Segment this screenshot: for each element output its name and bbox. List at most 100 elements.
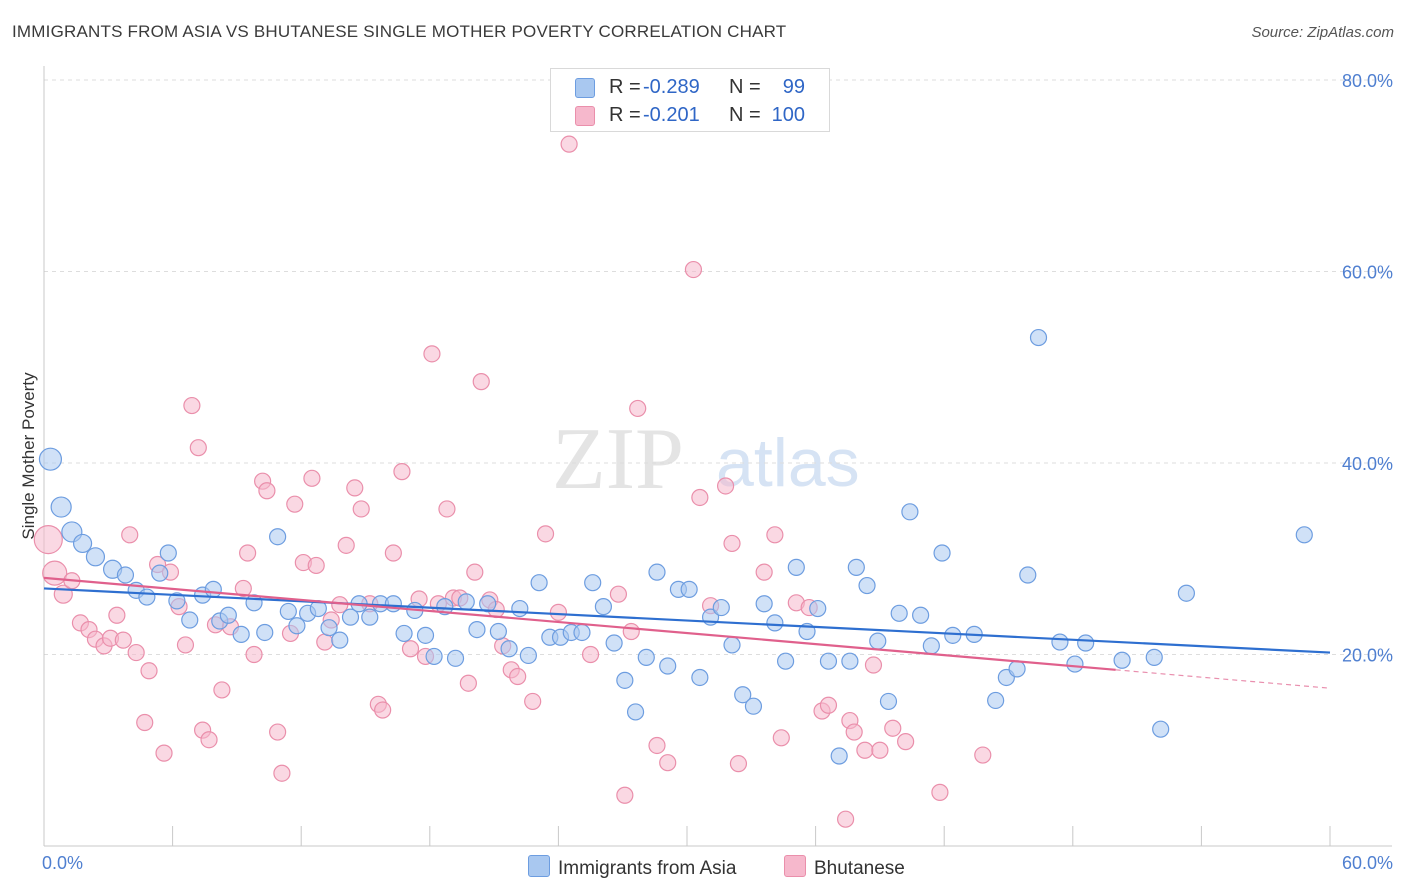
chart-title: IMMIGRANTS FROM ASIA VS BHUTANESE SINGLE… (12, 22, 787, 41)
data-point (361, 608, 379, 626)
y-tick-label: 60.0% (1342, 263, 1393, 283)
data-point (234, 579, 252, 598)
data-point (944, 626, 962, 644)
data-point (279, 602, 297, 621)
data-point (560, 135, 578, 153)
data-point (509, 667, 527, 686)
data-point (549, 603, 568, 621)
data-point (1295, 526, 1313, 544)
data-point (395, 624, 413, 643)
data-point (871, 741, 889, 759)
data-point (155, 744, 173, 762)
data-point (1177, 584, 1195, 602)
data-point (219, 606, 237, 624)
data-point (901, 503, 919, 521)
data-point (331, 631, 349, 649)
data-point (659, 657, 677, 675)
data-point (500, 640, 518, 658)
data-point (712, 598, 730, 617)
data-point (459, 674, 477, 692)
watermark-atlas: atlas (716, 425, 860, 501)
y-tick-label: 80.0% (1342, 71, 1393, 91)
data-point (1145, 648, 1163, 666)
data-point (594, 598, 613, 616)
legend-swatch-asia (575, 78, 595, 98)
data-point (189, 439, 207, 457)
data-point (897, 733, 915, 751)
data-point (648, 563, 666, 581)
data-point (723, 534, 741, 553)
data-point (1029, 328, 1048, 347)
data-point (605, 634, 623, 652)
data-point (204, 580, 222, 598)
data-point (183, 396, 201, 415)
data-point (273, 764, 291, 782)
data-point (772, 729, 790, 747)
data-point (626, 703, 645, 721)
data-point (140, 662, 158, 680)
data-point (114, 631, 132, 649)
data-point (869, 632, 887, 650)
watermark-zip: ZIP (552, 411, 684, 508)
data-point (931, 783, 949, 801)
data-point (890, 604, 908, 622)
data-point (288, 617, 306, 635)
data-point (416, 626, 435, 644)
data-point (511, 599, 529, 618)
data-point (446, 649, 465, 667)
data-point (108, 606, 126, 624)
data-point (159, 544, 177, 562)
data-point (316, 633, 334, 651)
data-point (181, 611, 199, 629)
data-point (755, 563, 773, 581)
data-point (472, 373, 490, 391)
data-point (530, 574, 548, 592)
data-point (856, 741, 874, 759)
y-tick-label: 20.0% (1342, 646, 1393, 666)
bottom-swatch-asia (528, 855, 550, 877)
legend-swatch-bhutanese (575, 106, 595, 126)
data-point (629, 399, 647, 418)
data-point (519, 646, 537, 665)
data-point (85, 547, 106, 567)
data-point (584, 574, 602, 592)
data-point (1113, 651, 1131, 669)
data-point (374, 701, 392, 719)
data-point (438, 500, 456, 518)
data-point (912, 606, 930, 624)
data-point (116, 566, 135, 584)
data-point (127, 643, 145, 662)
legend-r-value: -0.201 (643, 104, 700, 126)
data-point (691, 488, 709, 507)
y-tick-label: 40.0% (1342, 454, 1393, 474)
data-point (320, 619, 338, 637)
legend-n-label: N = (729, 104, 761, 126)
data-point (616, 786, 634, 804)
legend-r-label: R = (609, 104, 641, 126)
data-point (286, 495, 304, 513)
data-point (716, 477, 735, 495)
legend-r-label: R = (609, 76, 641, 98)
data-point (841, 652, 859, 670)
bottom-legend-label-asia: Immigrants from Asia (558, 858, 737, 879)
data-point (245, 645, 263, 664)
legend-n-label: N = (729, 76, 761, 98)
data-point (168, 592, 186, 610)
data-point (974, 746, 992, 764)
data-point (466, 563, 484, 581)
data-point (384, 544, 402, 562)
data-point (622, 622, 640, 641)
data-point (691, 668, 709, 687)
data-point (1077, 634, 1095, 652)
data-point (352, 500, 370, 518)
data-point (536, 525, 555, 543)
legend-n-value: 99 (782, 76, 805, 98)
data-point (258, 482, 276, 500)
data-point (239, 544, 257, 562)
data-point (648, 736, 666, 755)
data-point (864, 656, 883, 674)
data-point (121, 526, 139, 544)
data-point (684, 260, 703, 279)
data-point (1008, 660, 1026, 678)
